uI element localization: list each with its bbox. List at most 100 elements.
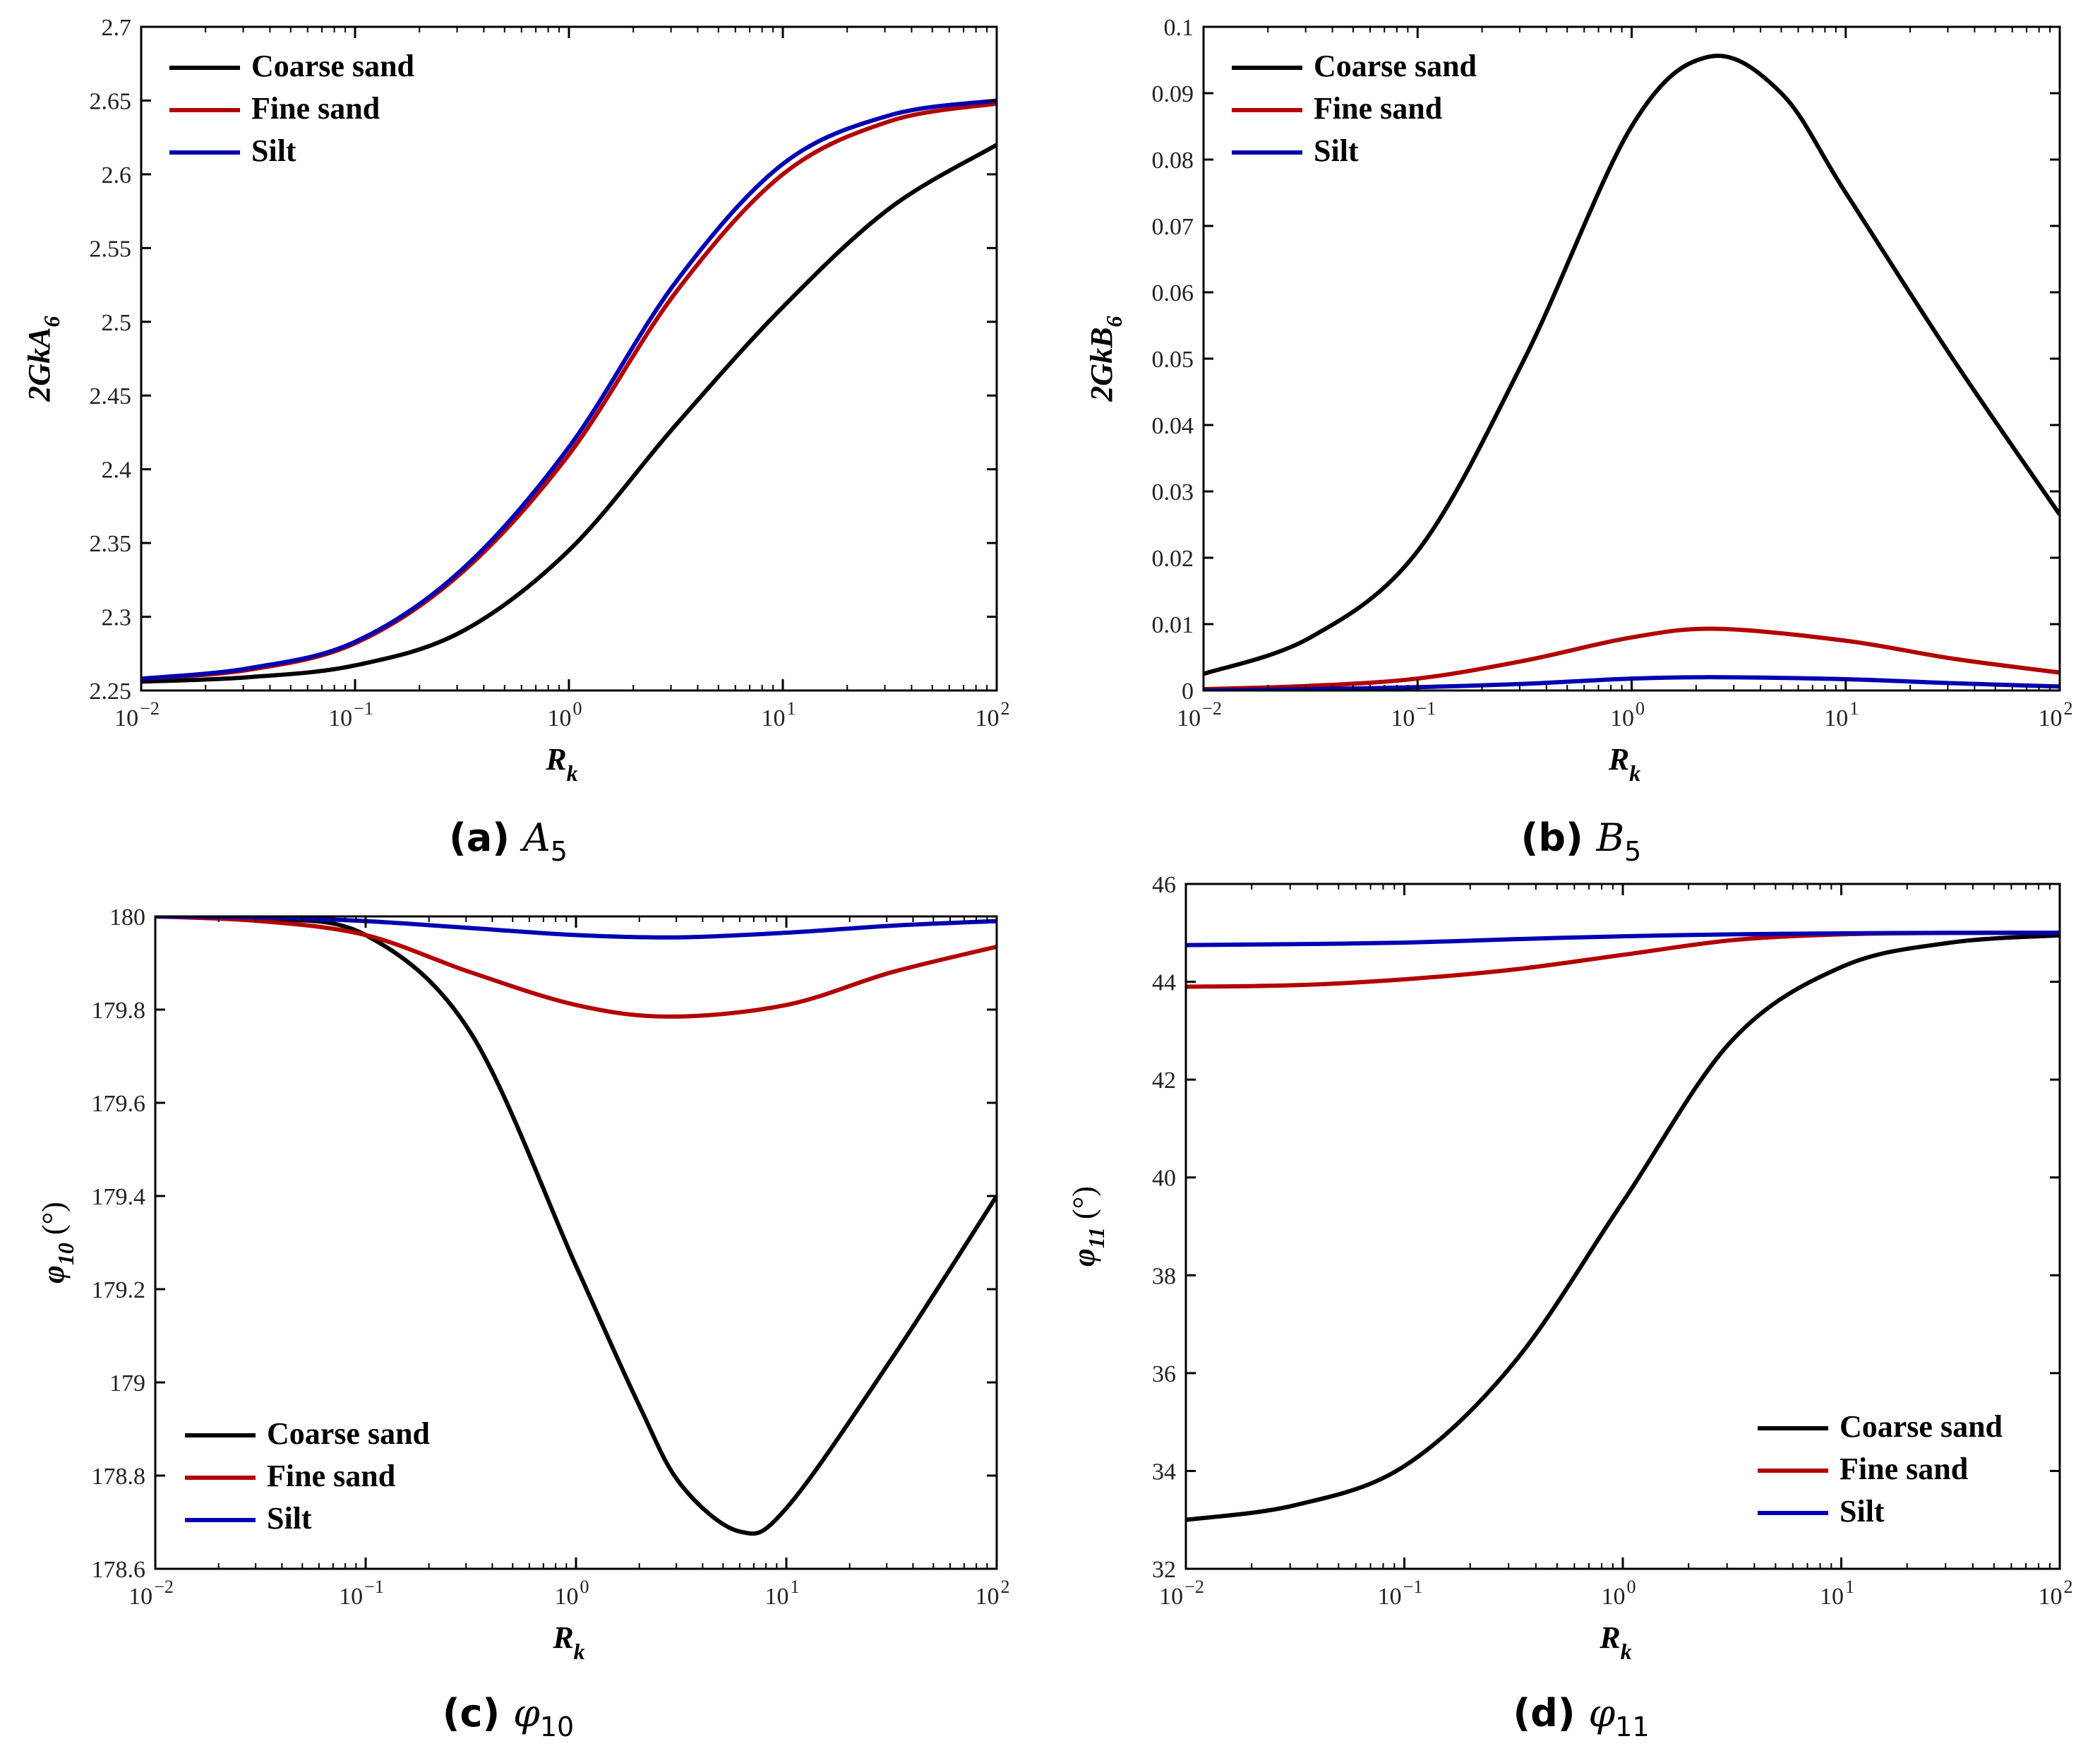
series-line-silt: [155, 916, 997, 940]
legend-label-silt: Silt: [251, 133, 296, 168]
y-tick-label: 2.3: [102, 605, 132, 631]
y-tick-label: 179.6: [92, 1091, 146, 1117]
panel-b: 0 0.01 0.02 0.03 0.04 0.05 0.06 0.07 0.08 0.09 0.1…: [1084, 15, 2073, 867]
legend-label-coarse-sand: Coarse sand: [1314, 49, 1477, 83]
y-tick-label: 179: [109, 1370, 145, 1397]
y-tick-label: 44: [1152, 970, 1176, 996]
y-tick-label: 178.8: [92, 1464, 146, 1490]
series-line-coarse-sand: [155, 916, 997, 1536]
y-tick-label: 178.6: [92, 1557, 146, 1583]
y-tick-label: 2.4: [102, 458, 132, 484]
y-tick-label: 2.5: [102, 310, 132, 336]
series-line-fine-sand: [141, 101, 997, 681]
legend-label-coarse-sand: Coarse sand: [251, 49, 414, 83]
y-tick-label: 0.09: [1152, 81, 1194, 107]
legend-label-fine-sand: Fine sand: [251, 91, 380, 126]
y-axis-label: 2GkA6: [22, 316, 64, 402]
series-group: [1186, 931, 2060, 1522]
x-tick-label: 10−1: [339, 1577, 384, 1610]
y-tick-label: 180: [109, 904, 145, 931]
series-group: [155, 916, 997, 1536]
y-tick-label: 0.08: [1152, 148, 1194, 174]
x-tick-label: 101: [1820, 1577, 1854, 1610]
y-tick-label: 0.07: [1152, 214, 1194, 240]
y-tick-label: 2.25: [90, 678, 132, 705]
series-line-fine-sand: [1204, 626, 2060, 690]
y-axis-label: φ11 (°): [1067, 1186, 1109, 1267]
legend: Coarse sand Fine sand Silt: [169, 49, 414, 168]
y-tick-label: 0.01: [1152, 612, 1194, 638]
panel-c: 178.6178.8179179.2179.4179.6179.818010−2…: [36, 904, 1010, 1742]
y-axis-label: 2GkB6: [1084, 316, 1127, 402]
series-line-silt: [1186, 931, 2060, 947]
series-line-coarse-sand: [141, 143, 997, 684]
x-axis-label: Rk: [552, 1620, 584, 1664]
y-tick-label: 0.02: [1152, 546, 1194, 572]
panel-caption: (a) A5: [449, 815, 568, 867]
panel-a: 2.252.32.352.42.452.52.552.62.652.710−2 1…: [22, 15, 1010, 867]
x-tick-label: 100: [1610, 698, 1645, 731]
y-tick-label: 179.8: [92, 998, 146, 1024]
y-tick-label: 0.04: [1152, 413, 1194, 439]
series-line-silt: [141, 98, 997, 681]
y-tick-label: 38: [1152, 1263, 1176, 1289]
legend-label-coarse-sand: Coarse sand: [267, 1416, 430, 1451]
y-tick-label: 2.65: [90, 88, 132, 114]
y-tick-label: 36: [1152, 1361, 1176, 1387]
y-tick-label: 0.06: [1152, 280, 1194, 306]
x-tick-label: 100: [548, 698, 582, 731]
x-tick-label: 102: [976, 698, 1010, 731]
legend-label-fine-sand: Fine sand: [1840, 1452, 1968, 1486]
legend-label-fine-sand: Fine sand: [267, 1459, 395, 1493]
series-line-fine-sand: [1186, 931, 2060, 989]
y-tick-label: 46: [1152, 872, 1176, 898]
y-tick-label: 2.35: [90, 531, 132, 557]
y-tick-label: 0.03: [1152, 479, 1194, 506]
x-axis-label: Rk: [1599, 1620, 1631, 1664]
y-tick-label: 0: [1182, 678, 1194, 705]
y-tick-label: 34: [1152, 1459, 1176, 1485]
y-tick-label: 32: [1152, 1557, 1176, 1583]
y-tick-label: 2.7: [102, 15, 132, 41]
y-tick-label: 2.6: [102, 162, 132, 189]
x-tick-label: 102: [2039, 1577, 2073, 1610]
series-line-coarse-sand: [1204, 54, 2060, 676]
legend: Coarse sand Fine sand Silt: [185, 1416, 430, 1536]
y-tick-label: 179.2: [92, 1277, 146, 1303]
series-line-coarse-sand: [1186, 933, 2060, 1522]
x-tick-label: 10−1: [1378, 1577, 1423, 1610]
x-tick-label: 101: [765, 1577, 800, 1610]
x-axis-label: Rk: [545, 742, 577, 786]
y-tick-label: 2.45: [90, 383, 132, 409]
y-tick-label: 2.55: [90, 236, 132, 262]
series-group: [1204, 54, 2060, 690]
x-tick-label: 10−1: [1391, 698, 1436, 731]
legend: Coarse sand Fine sand Silt: [1758, 1409, 2003, 1529]
x-tick-label: 100: [1602, 1577, 1636, 1610]
panel-caption: (d) φ11: [1513, 1691, 1650, 1742]
y-axis-label: φ10 (°): [36, 1202, 78, 1284]
x-tick-label: 102: [976, 1577, 1010, 1610]
y-tick-label: 0.05: [1152, 347, 1194, 373]
series-line-fine-sand: [155, 916, 997, 1019]
legend-label-fine-sand: Fine sand: [1314, 91, 1442, 126]
y-tick-label: 40: [1152, 1166, 1176, 1192]
legend-label-silt: Silt: [1314, 133, 1359, 168]
legend-label-silt: Silt: [267, 1501, 312, 1536]
legend-label-coarse-sand: Coarse sand: [1840, 1409, 2003, 1444]
x-tick-label: 101: [1824, 698, 1859, 731]
y-tick-label: 0.1: [1164, 15, 1194, 41]
panel-caption: (c) φ10: [443, 1691, 574, 1742]
panel-caption: (b) B5: [1521, 815, 1642, 867]
x-tick-label: 10−1: [328, 698, 373, 731]
x-tick-label: 102: [2039, 698, 2073, 731]
y-tick-label: 179.4: [92, 1184, 146, 1210]
legend: Coarse sand Fine sand Silt: [1232, 49, 1477, 168]
series-group: [141, 98, 997, 684]
legend-label-silt: Silt: [1840, 1494, 1885, 1529]
x-tick-label: 100: [555, 1577, 589, 1610]
x-tick-label: 101: [762, 698, 796, 731]
y-tick-label: 42: [1152, 1068, 1176, 1094]
